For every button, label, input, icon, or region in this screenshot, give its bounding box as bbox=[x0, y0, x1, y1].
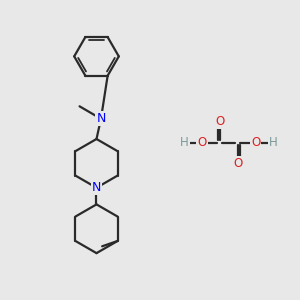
Text: O: O bbox=[251, 136, 260, 149]
Text: H: H bbox=[180, 136, 189, 149]
Text: N: N bbox=[92, 181, 101, 194]
Text: O: O bbox=[233, 158, 242, 170]
Text: O: O bbox=[197, 136, 207, 149]
Text: H: H bbox=[269, 136, 278, 149]
Text: N: N bbox=[96, 112, 106, 125]
Text: O: O bbox=[215, 115, 224, 128]
